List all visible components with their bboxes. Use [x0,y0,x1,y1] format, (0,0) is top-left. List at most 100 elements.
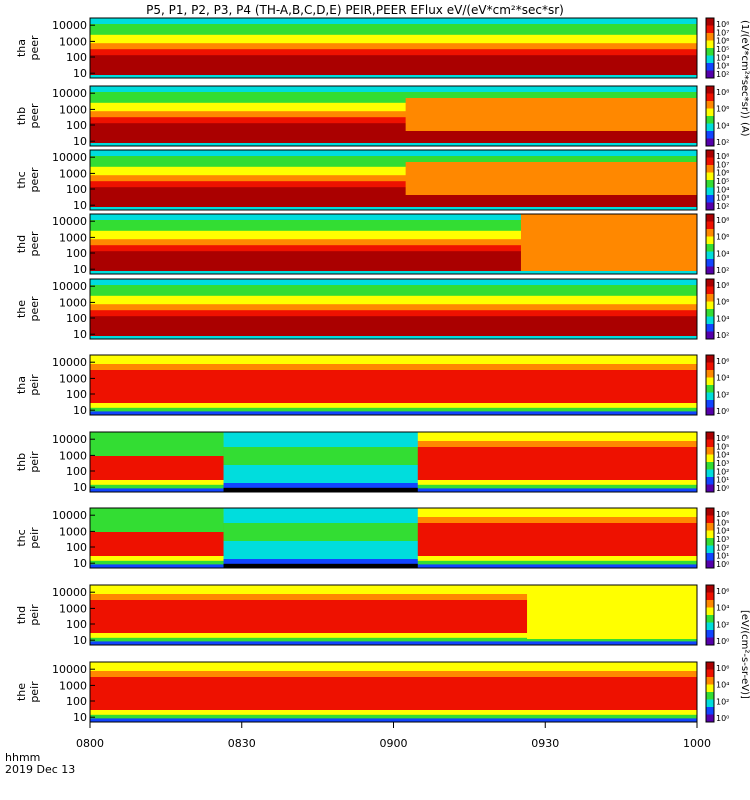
colorbar-segment [706,18,714,26]
colorbar-segment [706,63,714,71]
probe-label: the [15,683,28,701]
spectrogram-band [90,403,697,411]
panel-thc-peir: 10000 1000 100 10 thc peir 10⁶10⁵10⁴10³10²10¹1… [15,507,729,570]
instrument-label: peir [28,681,41,703]
colorbar-the-peer: 10⁸ 10⁶ 10⁴ 10² [705,278,729,340]
spectrogram-band [90,677,697,713]
instrument-label: peer [28,167,41,193]
colorbar-tick-label: 10⁷ [716,28,729,37]
low-energy-band [90,198,697,206]
colorbar-tick-label: 10⁰ [716,407,729,416]
colorbar-segment [706,462,714,470]
y-tick-label: 100 [66,119,87,132]
spectrogram-band [90,370,697,406]
colorbar-frame [705,661,715,723]
y-tick-label: 10 [73,557,87,570]
y-tick-label: 1000 [59,296,87,309]
instrument-label: peer [28,35,41,61]
quiet-interval [223,559,418,565]
panel-frame [89,149,698,211]
colorbar-tick-label: 10⁴ [716,527,729,536]
y-tick-label: 10000 [52,151,87,164]
colorbar-tick-label: 10⁸ [716,20,729,29]
colorbar-segment [706,615,714,623]
spectrogram-band [90,111,697,120]
colorbar-segment [706,150,714,158]
colorbar-tick-label: 10² [716,620,729,629]
spectrogram-band [90,637,697,643]
spectrogram-band [90,718,697,722]
probe-label: thc [15,529,28,546]
colorbar-segment [706,236,714,245]
colorbar-frame [705,354,715,416]
colorbar-frame [705,278,715,340]
panel-thd-peer: 10000 1000 100 10 thd peer 10⁸ 10⁶ 10⁴ 10² [15,213,729,276]
colorbar-segment [706,40,714,49]
colorbar-segment [706,259,714,267]
instrument-label: peer [28,103,41,129]
colorbar-frame [705,507,715,569]
colorbar-tick-label: 10⁷ [716,160,729,169]
plateau-region [527,585,697,639]
colorbar-tick-label: 10⁶ [716,357,729,366]
panel-thc-peer: 10000 1000 100 10 thc peer 10⁸10⁷10⁶10⁵10⁴10³1… [15,149,729,212]
panel-label: thb peer [15,103,41,129]
colorbar-segment [706,93,714,102]
plateau-region [405,98,697,131]
colorbar-tick-label: 10⁶ [716,298,729,307]
colorbar-tick-label: 10⁶ [716,434,729,443]
colorbar-segment [706,432,714,440]
instrument-label: peer [28,296,41,322]
spectrogram-band [90,633,697,641]
figure-title: P5, P1, P2, P3, P4 (TH-A,B,C,D,E) PEIR,P… [146,3,564,17]
colorbar-tick-label: 10³ [716,194,729,203]
y-tick-label: 1000 [59,167,87,180]
colorbar-segment [706,545,714,554]
colorbar-frame [705,17,715,79]
panel-label: thd peir [15,604,41,626]
colorbar-tick-label: 10⁶ [716,169,729,178]
y-tick-label: 100 [66,465,87,478]
colorbar-segment [706,157,714,166]
quiet-interval [223,487,418,492]
colorbar-unit-label-eer: (1/(eV*cm²*sec*sr)) (A) [739,20,750,137]
colorbar-tick-label: 10² [716,697,729,706]
colorbar-segment [706,324,714,332]
quiet-interval [223,541,418,559]
colorbar-segment [706,515,714,524]
colorbar-tick-label: 10⁴ [716,121,729,130]
y-tick-label: 1000 [59,525,87,538]
spectrogram-band [90,150,697,156]
colorbar-segment [706,407,714,416]
panel-tha-peer: 10000 1000 100 10 tha peer 10⁸10⁷10⁶10⁵10⁴10³1… [15,17,729,80]
y-tick-label: 1000 [59,103,87,116]
y-tick-label: 10 [73,328,87,341]
colorbar-segment [706,101,714,109]
y-tick-label: 10 [73,404,87,417]
spectrogram-band [90,407,697,413]
colorbar-segment [706,301,714,310]
colorbar-segment [706,362,714,371]
spectrogram-band [90,239,697,248]
spectrogram-band [90,117,697,126]
colorbar-segment [706,165,714,173]
colorbar-segment [706,439,714,448]
spectrogram-band [90,641,697,645]
colorbar-segment [706,622,714,631]
y-tick-label: 1000 [59,679,87,692]
colorbar-segment [706,229,714,237]
colorbar-segment [706,33,714,41]
colorbar-tick-label: 10⁵ [716,518,729,527]
colorbar-segment [706,214,714,222]
colorbar-segment [706,607,714,616]
colorbar-segment [706,316,714,325]
x-tick-label: 0800 [76,737,104,750]
time-axis-date: 2019 Dec 13 [5,763,75,776]
y-tick-label: 10 [73,634,87,647]
colorbar-thd-peer: 10⁸ 10⁶ 10⁴ 10² [705,213,729,275]
panel-frame [89,213,698,275]
colorbar-segment [706,187,714,196]
probe-label: the [15,300,28,318]
colorbar-segment [706,286,714,295]
